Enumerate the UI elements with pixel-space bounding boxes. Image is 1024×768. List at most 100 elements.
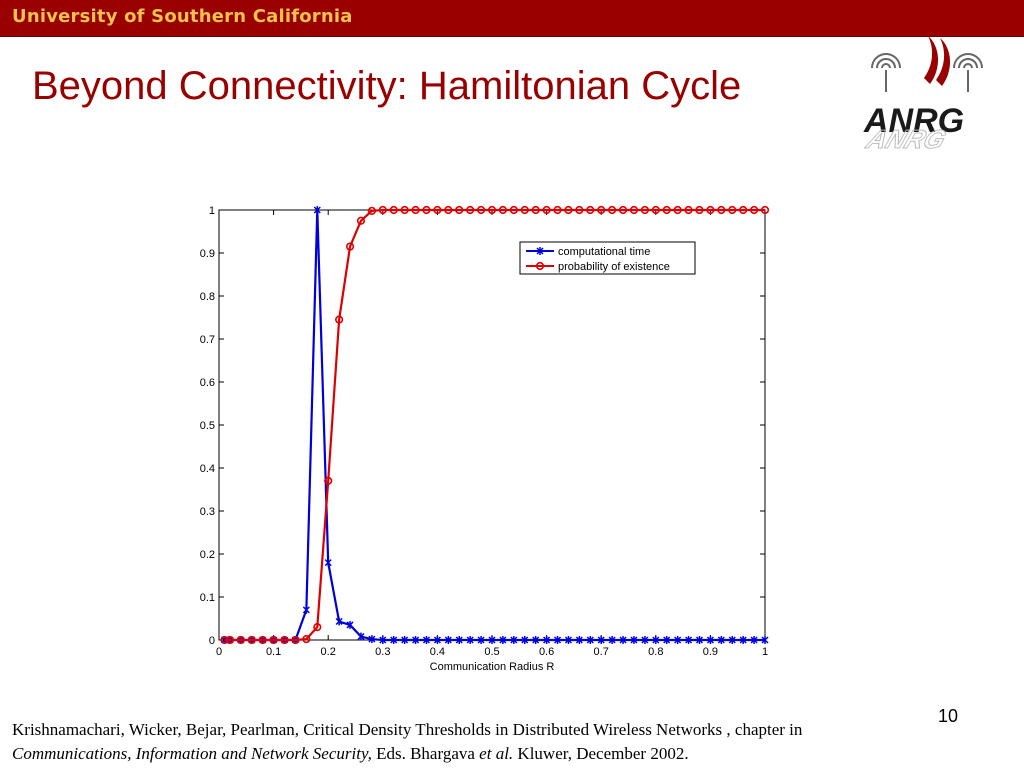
data-point-series-2 [487, 205, 497, 215]
data-point-series-2 [444, 205, 453, 215]
data-point-series-2 [291, 635, 300, 645]
data-point-series-1 [706, 636, 714, 644]
legend-marker-2 [535, 261, 545, 271]
citation-et-al: et al. [479, 744, 514, 763]
data-point-series-2 [728, 205, 737, 215]
data-point-series-2 [247, 635, 256, 645]
data-point-series-1 [641, 636, 649, 644]
institution-banner: University of Southern California [0, 0, 1024, 37]
data-point-series-1 [717, 636, 725, 644]
data-point-series-2 [640, 205, 649, 215]
data-point-series-1 [575, 636, 583, 644]
data-point-series-2 [400, 205, 409, 215]
data-point-series-2 [280, 635, 289, 645]
data-point-series-1 [630, 636, 638, 644]
y-tick-label: 0.4 [200, 463, 215, 475]
data-point-series-1 [346, 620, 354, 629]
y-tick-label: 0.1 [200, 592, 215, 604]
data-point-series-2 [269, 635, 278, 645]
data-point-series-1 [597, 636, 605, 644]
data-point-series-2 [411, 205, 420, 215]
data-point-series-1 [750, 636, 758, 644]
data-point-series-2 [553, 205, 562, 215]
data-point-series-2 [673, 205, 682, 215]
data-point-series-1 [695, 636, 704, 644]
data-point-series-1 [619, 636, 627, 644]
data-point-series-2 [378, 205, 387, 215]
data-point-series-1 [477, 636, 485, 644]
data-point-series-1 [324, 558, 332, 567]
data-point-series-2 [433, 205, 442, 215]
data-point-series-2 [476, 205, 486, 215]
citation-book-title: Communications, Information and Network … [12, 744, 372, 763]
data-point-series-1 [521, 636, 529, 644]
x-axis-label: Communication Radius R [430, 661, 555, 673]
data-point-series-2 [531, 205, 540, 215]
data-point-series-1 [586, 636, 594, 644]
data-point-series-1 [401, 636, 409, 644]
data-point-series-2 [597, 205, 606, 215]
y-tick-label: 0.9 [200, 248, 215, 260]
data-point-series-1 [412, 636, 420, 644]
data-point-series-1 [728, 636, 736, 644]
anrg-logo: ANRG ANRG [861, 36, 983, 152]
x-tick-label: 0.8 [648, 646, 663, 658]
legend-label-1: computational time [558, 246, 650, 258]
x-tick-label: 0 [216, 646, 222, 658]
x-tick-label: 0.5 [484, 646, 499, 658]
data-point-series-2 [695, 205, 704, 215]
line-chart: 0 0.1 0.2 0.3 0.4 0.5 0.6 0.7 0.8 0.9 1 0 0.1 0.2 0.3 0… [200, 205, 770, 673]
data-point-series-2 [575, 205, 584, 215]
institution-name: University of Southern California [12, 6, 353, 27]
data-point-series-1 [357, 632, 365, 641]
data-point-series-2 [455, 205, 464, 215]
y-tick-label: 0.7 [200, 334, 215, 346]
data-point-series-2 [313, 623, 322, 632]
data-point-series-2 [739, 205, 748, 215]
data-point-series-2 [608, 205, 617, 215]
data-point-series-1 [652, 636, 660, 644]
data-point-series-1 [532, 636, 540, 644]
logo-text: ANRG [863, 102, 964, 140]
data-point-series-1 [739, 636, 747, 644]
data-point-series-1 [379, 636, 387, 644]
data-point-series-2 [586, 205, 595, 215]
data-point-series-1 [488, 636, 496, 644]
data-point-series-1 [455, 636, 463, 644]
data-point-series-2 [509, 205, 518, 215]
data-point-series-1 [466, 636, 474, 644]
data-point-series-1 [444, 636, 452, 644]
data-point-series-1 [302, 605, 310, 614]
data-point-series-2 [335, 315, 344, 324]
x-tick-label: 0.6 [539, 646, 554, 658]
data-point-series-2 [345, 242, 355, 251]
data-point-series-2 [542, 205, 551, 215]
x-tick-label: 0.7 [594, 646, 609, 658]
data-point-series-2 [367, 206, 376, 215]
x-tick-label: 0.3 [375, 646, 390, 658]
data-point-series-2 [717, 205, 726, 215]
x-tick-label: 0.2 [321, 646, 336, 658]
plot-area [218, 209, 766, 641]
data-point-series-2 [662, 205, 671, 215]
data-point-series-1 [685, 636, 693, 644]
data-point-series-2 [749, 205, 759, 215]
data-point-series-1 [390, 636, 398, 644]
data-point-series-1 [564, 636, 572, 644]
data-point-series-2 [225, 635, 235, 645]
data-point-series-1 [422, 636, 431, 644]
x-tick-label: 0.9 [703, 646, 718, 658]
logo-reflection-text: ANRG [862, 125, 950, 152]
x-tick-label: 1 [762, 646, 768, 658]
data-point-series-2 [520, 205, 529, 215]
data-point-series-2 [498, 205, 508, 215]
data-point-series-2 [618, 205, 628, 215]
data-point-series-2 [356, 216, 366, 225]
y-tick-label: 0.2 [200, 549, 215, 561]
data-point-series-1 [608, 636, 616, 644]
data-point-series-2 [564, 205, 573, 215]
data-point-series-2 [466, 205, 475, 215]
data-point-series-2 [706, 205, 715, 215]
data-point-series-1 [335, 617, 343, 626]
y-tick-label: 1 [209, 205, 215, 217]
